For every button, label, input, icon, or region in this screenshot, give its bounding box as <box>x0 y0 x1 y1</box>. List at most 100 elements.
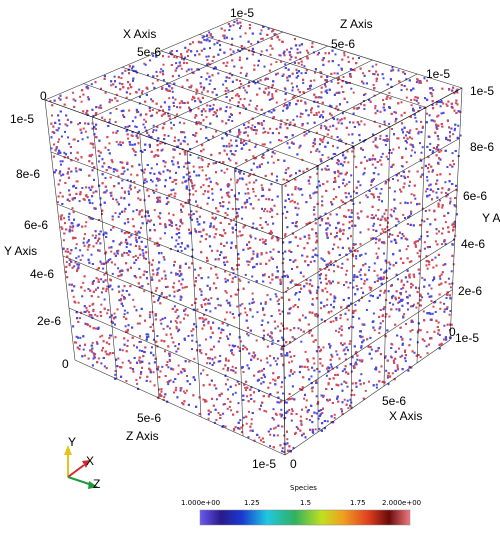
particle-point <box>147 282 150 285</box>
particle-point <box>223 171 226 174</box>
particle-point <box>281 336 284 339</box>
particle-point <box>168 117 171 120</box>
particle-point <box>299 112 302 115</box>
particle-point <box>336 265 339 268</box>
particle-point <box>213 421 216 424</box>
particle-point <box>268 276 270 278</box>
particle-point <box>338 172 341 175</box>
particle-point <box>350 209 353 212</box>
particle-point <box>239 35 242 38</box>
particle-point <box>454 127 456 130</box>
particle-point <box>401 344 404 346</box>
particle-point <box>351 141 354 144</box>
particle-point <box>367 269 370 272</box>
particle-point <box>117 357 120 360</box>
particle-point <box>296 115 299 118</box>
particle-point <box>345 142 347 145</box>
particle-point <box>423 220 426 223</box>
particle-point <box>308 130 311 133</box>
particle-point <box>247 436 250 439</box>
particle-point <box>137 197 140 200</box>
particle-point <box>425 345 428 348</box>
particle-point <box>320 257 323 260</box>
particle-point <box>184 56 187 59</box>
particle-point <box>330 263 333 266</box>
particle-point <box>111 99 113 102</box>
particle-point <box>313 79 316 82</box>
particle-point <box>344 184 347 187</box>
particle-point <box>49 100 52 102</box>
particle-point <box>371 214 374 216</box>
particle-point <box>426 112 428 115</box>
particle-point <box>314 247 317 250</box>
particle-point <box>315 380 318 383</box>
particle-point <box>142 252 145 255</box>
particle-point <box>97 357 100 360</box>
particle-point <box>333 72 336 75</box>
particle-point <box>145 257 148 260</box>
particle-point <box>286 438 289 441</box>
particle-point <box>432 279 434 282</box>
particle-point <box>249 429 252 432</box>
particle-point <box>390 208 393 211</box>
particle-point <box>134 254 137 257</box>
particle-point <box>75 335 78 338</box>
particle-point <box>425 190 427 193</box>
particle-point <box>400 287 403 290</box>
particle-point <box>274 293 277 296</box>
particle-point <box>330 135 333 138</box>
particle-point <box>201 169 204 172</box>
particle-point <box>237 345 240 348</box>
particle-point <box>400 279 403 282</box>
particle-point <box>231 207 234 210</box>
particle-point <box>290 369 293 372</box>
particle-point <box>156 335 159 337</box>
particle-point <box>387 158 390 161</box>
particle-point <box>443 324 446 327</box>
particle-point <box>256 311 259 314</box>
particle-point <box>202 88 205 91</box>
particle-point <box>275 61 278 63</box>
particle-point <box>152 124 155 127</box>
particle-point <box>379 224 382 227</box>
particle-point <box>388 301 391 304</box>
particle-point <box>282 270 285 273</box>
particle-point <box>109 166 112 169</box>
particle-point <box>186 375 188 377</box>
particle-point <box>271 95 274 98</box>
particle-point <box>155 70 158 73</box>
particle-point <box>290 56 293 58</box>
particle-point <box>263 367 265 370</box>
particle-point <box>91 202 94 205</box>
particle-point <box>442 264 445 267</box>
particle-point <box>300 63 303 66</box>
particle-point <box>256 357 259 360</box>
particle-point <box>88 311 90 314</box>
particle-point <box>375 63 378 66</box>
particle-point <box>347 309 350 312</box>
particle-point <box>316 148 319 151</box>
particle-point <box>349 282 352 284</box>
particle-point <box>450 270 453 273</box>
particle-point <box>255 157 258 160</box>
particle-point <box>139 360 142 363</box>
particle-point <box>324 267 327 270</box>
particle-point <box>370 357 373 360</box>
particle-point <box>334 53 337 56</box>
particle-point <box>443 302 446 305</box>
particle-point <box>130 173 133 176</box>
particle-point <box>116 201 119 204</box>
particle-point <box>249 99 252 102</box>
particle-point <box>262 131 265 134</box>
particle-point <box>267 161 269 164</box>
particle-point <box>200 114 203 116</box>
particle-point <box>375 80 378 83</box>
particle-point <box>404 72 406 75</box>
particle-point <box>235 246 237 249</box>
particle-point <box>178 74 180 77</box>
particle-point <box>406 202 409 205</box>
particle-point <box>311 298 314 301</box>
particle-point <box>423 247 426 250</box>
